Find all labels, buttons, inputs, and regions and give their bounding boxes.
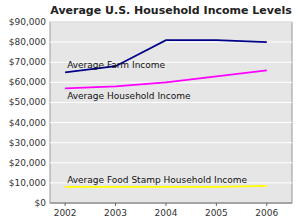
y-tick-label: $70,000: [9, 57, 46, 67]
x-tick: [165, 203, 166, 206]
chart-container: Average U.S. Household Income Levels $0 $1…: [0, 0, 300, 223]
series-line: [65, 70, 267, 88]
x-tick: [65, 203, 66, 206]
x-tick-label: 2002: [54, 208, 77, 218]
y-tick-label: $50,000: [9, 97, 46, 107]
x-tick-label: 2005: [205, 208, 228, 218]
y-tick-label: $80,000: [9, 37, 46, 47]
x-tick-label: 2006: [255, 208, 278, 218]
series-line: [65, 186, 267, 187]
lines: [65, 40, 267, 187]
series-label: Average Household Income: [67, 91, 191, 101]
chart-svg: Average U.S. Household Income Levels $0 $1…: [0, 0, 300, 223]
series-line: [65, 40, 267, 72]
y-tick-label: $30,000: [9, 138, 46, 148]
plot-area: [50, 22, 292, 203]
x-axis-line: [50, 203, 292, 204]
title: Average U.S. Household Income Levels: [50, 4, 292, 17]
y-tick-label: $0: [35, 198, 47, 208]
y-tick-label: $10,000: [9, 178, 46, 188]
y-tick-label: $60,000: [9, 77, 46, 87]
x-tick: [115, 203, 116, 206]
y-tick-label: $20,000: [9, 158, 46, 168]
grid-line: [50, 22, 292, 23]
x-tick-label: 2003: [104, 208, 127, 218]
x-tick: [216, 203, 217, 206]
grid-line: [50, 203, 292, 204]
grid-line: [50, 162, 292, 163]
x-tick-label: 2004: [155, 208, 178, 218]
grid-line: [50, 102, 292, 103]
y-tick-label: $40,000: [9, 118, 46, 128]
y-tick-label: $90,000: [9, 17, 46, 27]
x-tick: [266, 203, 267, 206]
grid-line: [50, 142, 292, 143]
series-label: Average Food Stamp Household Income: [67, 175, 247, 185]
grid-line: [50, 122, 292, 123]
series-label: Average Farm Income: [67, 60, 165, 70]
